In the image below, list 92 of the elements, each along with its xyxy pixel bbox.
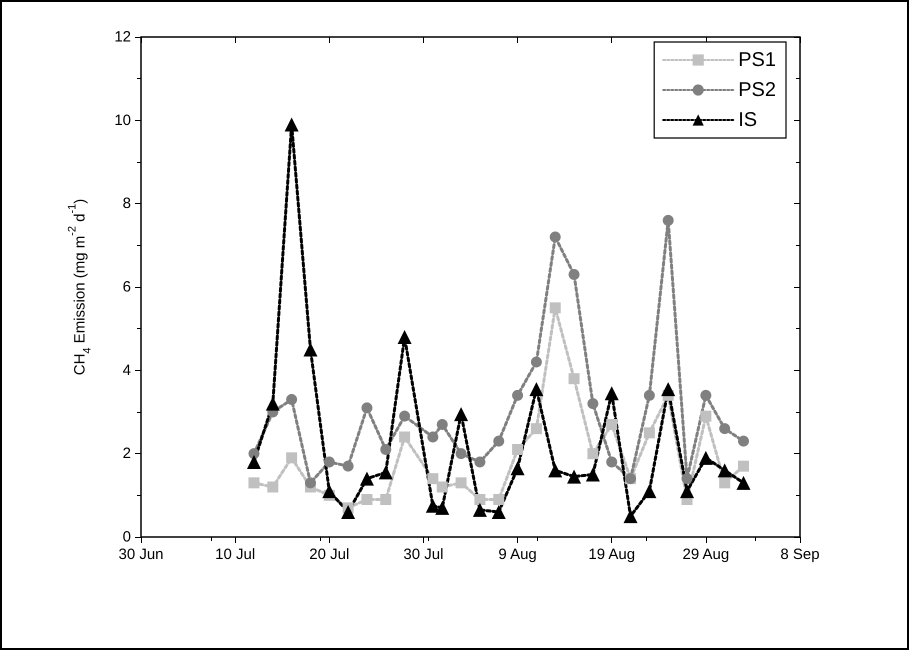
point [380, 494, 392, 505]
point [361, 494, 372, 505]
point [267, 482, 278, 492]
point [662, 214, 674, 226]
point [606, 419, 618, 430]
point [322, 484, 336, 498]
y-tick-label: 6 [122, 278, 131, 296]
point [736, 476, 751, 490]
point [492, 505, 506, 519]
point [378, 465, 393, 480]
y-axis-title: CH4 Emission (mg m-2 d-1) [66, 198, 94, 376]
legend-label: IS [738, 109, 758, 131]
point [303, 342, 318, 356]
point [436, 482, 448, 492]
point [530, 423, 542, 434]
point [436, 419, 448, 430]
point [738, 436, 750, 447]
point [324, 456, 335, 468]
point [454, 407, 468, 422]
point [700, 410, 712, 422]
point [456, 477, 467, 488]
point [644, 390, 655, 401]
point [456, 448, 467, 460]
point [550, 232, 561, 242]
point [284, 118, 299, 132]
point [304, 477, 316, 488]
point [567, 470, 582, 484]
point [512, 444, 524, 455]
y-tick-label: 2 [122, 445, 131, 462]
point [624, 509, 638, 524]
legend-label: PS1 [738, 49, 776, 71]
point [548, 463, 562, 478]
point [682, 473, 693, 484]
point [644, 427, 655, 438]
point [587, 448, 598, 460]
point [266, 396, 280, 411]
point [360, 472, 374, 486]
point [568, 373, 580, 384]
point [719, 477, 730, 488]
point [530, 356, 542, 368]
x-tick-label: 19 Aug [588, 546, 636, 563]
y-tick-label: 10 [114, 112, 131, 129]
x-tick-label: 30 Jun [118, 546, 164, 563]
point [606, 456, 618, 468]
point [248, 477, 260, 488]
point [698, 450, 713, 465]
point [493, 494, 504, 505]
point [427, 473, 438, 484]
point [529, 382, 544, 396]
point [510, 461, 525, 476]
point [642, 484, 656, 498]
x-tick-label: 20 Jul [309, 546, 350, 563]
point [680, 484, 694, 498]
point [361, 402, 372, 414]
y-tick-label: 4 [122, 362, 131, 379]
legend-label: PS2 [738, 79, 776, 101]
point [587, 398, 598, 410]
y-tick-label: 12 [114, 28, 131, 46]
x-tick-label: 8 Sep [780, 546, 820, 563]
point [246, 455, 261, 469]
y-tick-label: 0 [122, 528, 131, 546]
point [474, 456, 486, 468]
point [286, 452, 298, 464]
point [286, 394, 298, 405]
point [661, 382, 676, 396]
point [472, 502, 487, 517]
point [342, 460, 354, 472]
point [380, 444, 392, 455]
x-tick-label: 29 Aug [682, 546, 730, 563]
x-tick-label: 30 Jul [403, 546, 444, 563]
point [435, 500, 450, 515]
point [718, 463, 732, 478]
point [341, 505, 356, 519]
point [738, 460, 750, 472]
point [719, 423, 730, 434]
x-tick-label: 9 Aug [498, 546, 537, 563]
point [568, 269, 580, 280]
y-tick-label: 8 [122, 195, 131, 212]
point [493, 436, 504, 447]
point [474, 494, 486, 505]
point [248, 448, 260, 460]
point [399, 432, 410, 442]
point [604, 386, 619, 400]
point [427, 432, 438, 442]
point [398, 330, 412, 344]
point [512, 390, 524, 401]
point [399, 410, 410, 422]
point [700, 390, 712, 401]
point [550, 302, 561, 314]
x-tick-label: 10 Jul [215, 546, 256, 563]
point [426, 498, 440, 513]
point [586, 468, 600, 482]
